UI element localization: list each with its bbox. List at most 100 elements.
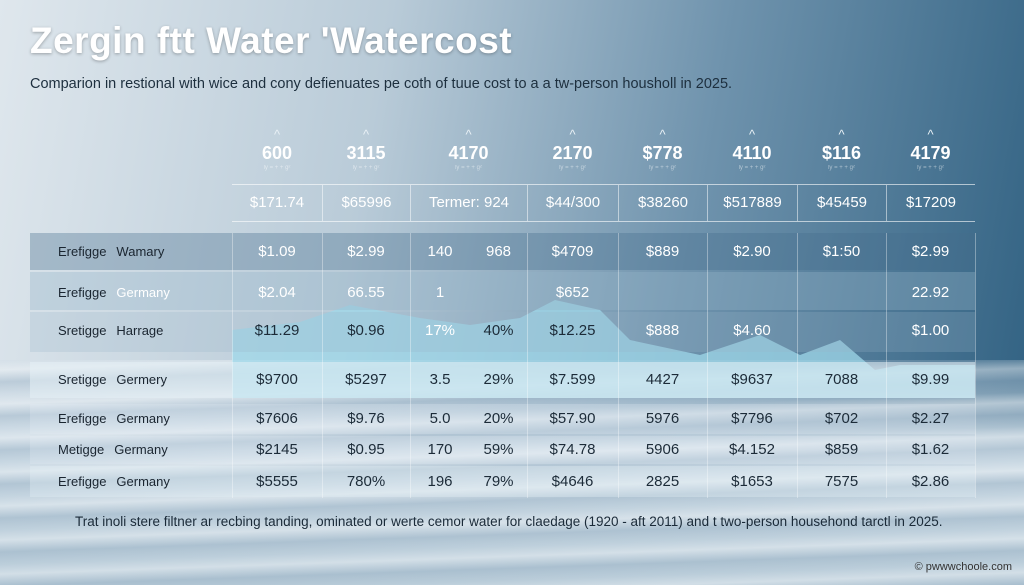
column-header-value: 600 — [261, 143, 293, 163]
table-cell: $4.152 — [729, 441, 775, 458]
header-cell: $65996 — [322, 185, 410, 221]
table-cell: 3.5 — [429, 371, 451, 388]
column-header-sublabel: ly = + + g² — [455, 165, 482, 171]
caret-up-icon: ^ — [748, 127, 756, 142]
row-label-b: Germany — [114, 442, 168, 457]
column-header-sublabel: ly = + + g² — [917, 165, 944, 171]
row-label-a: Erefigge — [58, 474, 107, 489]
table-cell: $1.00 — [911, 322, 950, 339]
table-cell: 29% — [483, 371, 514, 388]
table-cell: 22.92 — [911, 284, 950, 301]
table-cell: $889 — [645, 243, 680, 260]
column-divider — [707, 233, 708, 498]
column-header-value: $778 — [642, 143, 683, 163]
table-cell: 780% — [346, 473, 386, 490]
column-header-sublabel: ly = + + g² — [738, 165, 766, 171]
table-cell: $11.29 — [254, 322, 300, 339]
row-band — [30, 404, 975, 434]
table-cell: 1 — [435, 284, 445, 301]
table-cell: $0.96 — [347, 322, 385, 339]
column-header-sublabel: ly = + + g² — [649, 165, 676, 171]
row-label-a: Erefigge — [58, 244, 107, 259]
table-cell: 20% — [483, 410, 514, 427]
table-cell: $888 — [645, 322, 680, 339]
column-header-sublabel: ly = + + g² — [263, 165, 291, 171]
column-header: ^ 4179 ly = + + g² — [886, 128, 975, 171]
column-header-value: 3115 — [346, 143, 386, 163]
table-cell: 170 — [427, 441, 453, 458]
column-header-value: 4110 — [732, 143, 772, 163]
table-cell: 66.55 — [347, 284, 385, 301]
column-header: ^ 4110 ly = + + g² — [707, 128, 797, 171]
caret-up-icon: ^ — [362, 127, 370, 142]
table-cell: $2.27 — [911, 410, 950, 427]
caret-up-icon: ^ — [659, 127, 666, 142]
row-label: Erefigge Germany — [58, 285, 170, 300]
header-cell: Termer: 924 — [410, 185, 527, 221]
row-label: Sretigge Harrage — [58, 323, 163, 338]
table-cell: $4646 — [551, 473, 594, 490]
header-cell: $44/300 — [527, 185, 618, 221]
column-divider — [886, 233, 887, 498]
table-cell: 4427 — [645, 371, 680, 388]
column-header-value: $116 — [821, 143, 862, 163]
table-cell: $652 — [555, 284, 590, 301]
column-header: ^ 2170 ly = + + g² — [527, 128, 618, 171]
caret-up-icon: ^ — [927, 127, 934, 142]
table-cell: 2825 — [645, 473, 680, 490]
column-header: ^ $778 ly = + + g² — [618, 128, 707, 171]
subtitle: Comparion in restional with wice and con… — [30, 76, 733, 92]
table-cell: $5297 — [345, 371, 387, 388]
row-label-b: Germany — [116, 411, 170, 426]
table-cell: 17% — [424, 322, 456, 339]
table-cell: $0.95 — [347, 441, 385, 458]
table-cell: 7088 — [824, 371, 859, 388]
row-band — [30, 436, 975, 464]
table-cell: $1:50 — [822, 243, 861, 260]
caret-up-icon: ^ — [465, 127, 472, 142]
column-header-sublabel: ly = + + g² — [559, 165, 586, 171]
column-divider — [232, 233, 233, 498]
row-label-a: Metigge — [58, 442, 105, 457]
column-divider — [975, 233, 976, 498]
row-label-b: Germany — [116, 474, 170, 489]
row-label: Erefigge Germany — [58, 411, 170, 426]
table-cell: $2.86 — [911, 473, 950, 490]
table-cell: $9.76 — [347, 410, 385, 427]
table-cell: $2.90 — [733, 243, 771, 260]
table-cell: $9.99 — [911, 371, 950, 388]
column-divider — [618, 233, 619, 498]
table-cell: 79% — [483, 473, 514, 490]
header-cell: $171.74 — [249, 194, 305, 211]
column-header-value: 4170 — [448, 143, 489, 163]
table-cell: $4709 — [551, 243, 594, 260]
table-cell: $9700 — [256, 371, 298, 388]
row-label-a: Sretigge — [58, 372, 107, 387]
table-cell: $2.99 — [911, 243, 950, 260]
table-cell: 968 — [485, 243, 512, 260]
column-divider — [410, 233, 411, 498]
table-cell: $7.599 — [549, 371, 596, 388]
column-header: ^ 4170 ly = + + g² — [410, 128, 527, 171]
table-cell: 40% — [483, 322, 514, 339]
column-divider — [527, 233, 528, 498]
row-label-a: Sretigge — [58, 323, 107, 338]
table-cell: $2.04 — [258, 284, 296, 301]
table-cell: $2145 — [256, 441, 298, 458]
column-header: ^ $116 ly = + + g² — [797, 128, 886, 171]
table-cell: 7575 — [824, 473, 859, 490]
column-header-value: 4179 — [910, 143, 951, 163]
table-cell: 196 — [427, 473, 453, 490]
row-band — [30, 466, 975, 497]
column-header: ^ 3115 ly = + + g² — [322, 128, 410, 171]
table-cell: $12.25 — [549, 322, 596, 339]
row-label: Sretigge Germery — [58, 372, 167, 387]
column-header-sublabel: ly = + + g² — [828, 165, 855, 171]
table-cell: $1.62 — [911, 441, 950, 458]
table-cell: $702 — [824, 410, 859, 427]
table-cell: $5555 — [256, 473, 298, 490]
row-label: Erefigge Germany — [58, 474, 170, 489]
table-cell: $74.78 — [549, 441, 596, 458]
row-label-b: Germany — [116, 285, 170, 300]
column-header-sublabel: ly = + + g² — [352, 165, 380, 171]
